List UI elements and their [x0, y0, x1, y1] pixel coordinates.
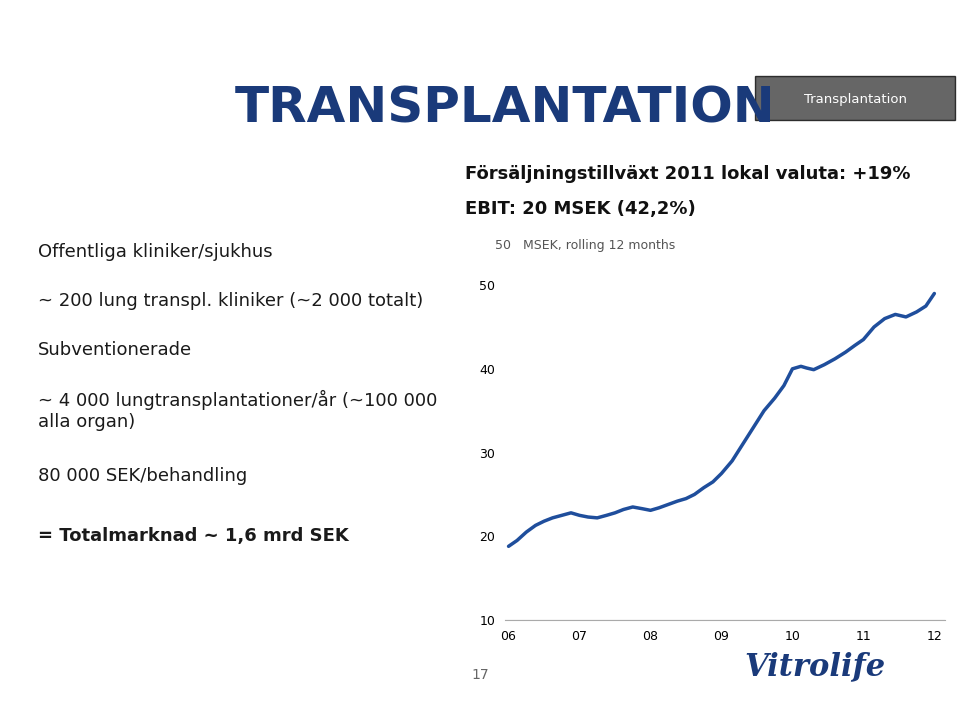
Text: 80 000 SEK/behandling: 80 000 SEK/behandling — [37, 467, 247, 485]
Text: 50   MSEK, rolling 12 months: 50 MSEK, rolling 12 months — [495, 238, 676, 252]
Text: ~ 200 lung transpl. kliniker (~2 000 totalt): ~ 200 lung transpl. kliniker (~2 000 tot… — [37, 292, 422, 310]
Text: 17: 17 — [471, 668, 489, 682]
Text: Transplantation: Transplantation — [804, 93, 906, 105]
Text: TRANSPLANTATION: TRANSPLANTATION — [235, 85, 776, 133]
FancyBboxPatch shape — [755, 77, 955, 120]
Text: ~ 4 000 lungtransplantationer/år (~100 000
alla organ): ~ 4 000 lungtransplantationer/år (~100 0… — [37, 390, 437, 431]
Text: Vitrolife: Vitrolife — [744, 651, 885, 682]
Text: Offentliga kliniker/sjukhus: Offentliga kliniker/sjukhus — [37, 243, 272, 261]
Text: Subventionerade: Subventionerade — [37, 341, 192, 359]
Text: EBIT: 20 MSEK (42,2%): EBIT: 20 MSEK (42,2%) — [465, 200, 696, 218]
Text: = Totalmarknad ~ 1,6 mrd SEK: = Totalmarknad ~ 1,6 mrd SEK — [37, 527, 348, 545]
Text: Försäljningstillväxt 2011 lokal valuta: +19%: Försäljningstillväxt 2011 lokal valuta: … — [465, 165, 910, 183]
